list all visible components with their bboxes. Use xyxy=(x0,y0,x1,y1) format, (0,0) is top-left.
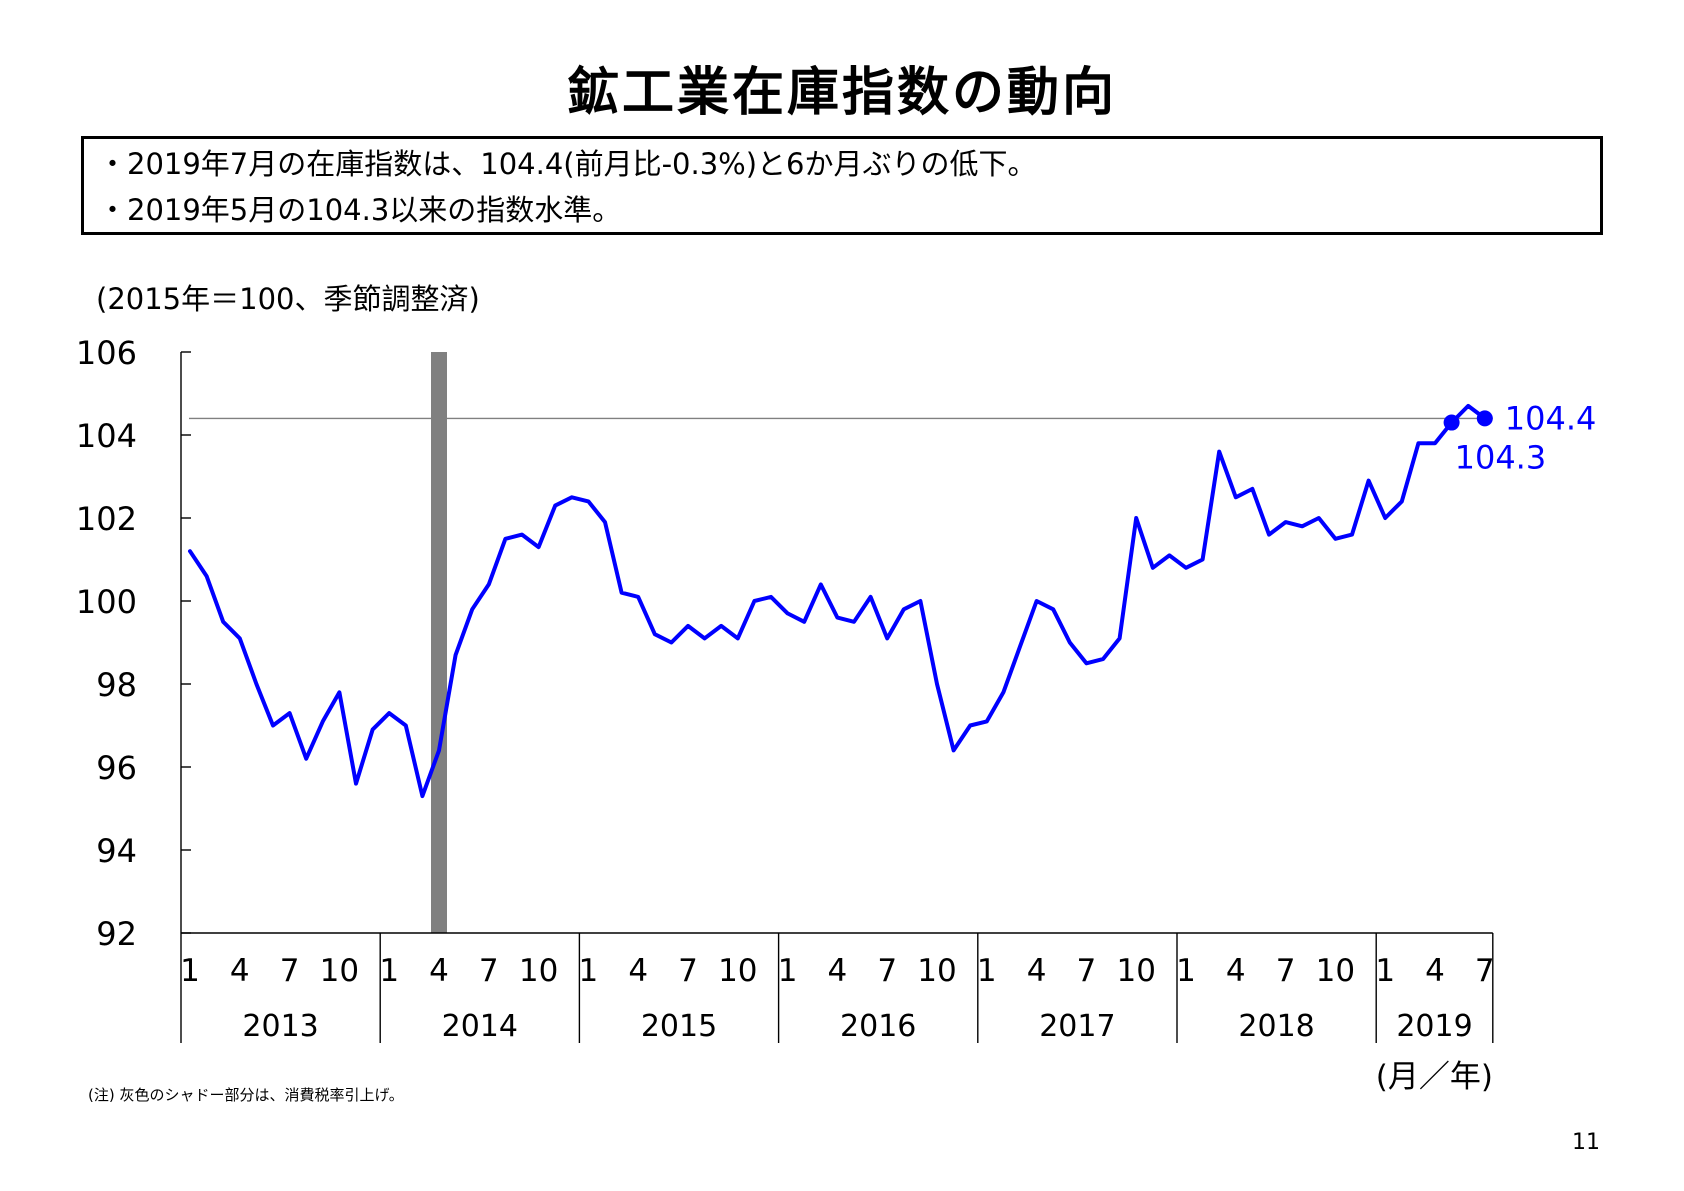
month-label: 7 xyxy=(678,953,698,989)
month-label: 10 xyxy=(718,953,757,989)
annotation-label: 104.3 xyxy=(1455,439,1547,477)
series-line xyxy=(188,403,1487,799)
summary-line-2: ・2019年5月の104.3以来の指数水準。 xyxy=(98,193,622,227)
y-tick-label: 104 xyxy=(76,417,137,455)
year-label: 2013 xyxy=(242,1009,318,1044)
month-label: 1 xyxy=(579,953,599,989)
month-label: 10 xyxy=(917,953,956,989)
year-label: 2019 xyxy=(1396,1009,1472,1044)
month-label: 7 xyxy=(1276,953,1296,989)
month-label: 10 xyxy=(519,953,558,989)
y-tick-label: 102 xyxy=(76,500,137,538)
month-label: 1 xyxy=(778,953,798,989)
footnote: (注) 灰色のシャドー部分は、消費税率引上げ。 xyxy=(88,1086,404,1104)
month-label: 10 xyxy=(320,953,359,989)
year-label: 2015 xyxy=(641,1009,717,1044)
month-label: 7 xyxy=(1475,953,1495,989)
tax-hike-shade xyxy=(431,352,447,933)
annotation-dot xyxy=(1443,414,1460,431)
annotation-dot xyxy=(1476,410,1493,427)
month-label: 4 xyxy=(230,953,250,989)
y-tick-label: 106 xyxy=(76,334,137,372)
month-label: 4 xyxy=(429,953,449,989)
summary-box: ・2019年7月の在庫指数は、104.4(前月比-0.3%)と6か月ぶりの低下。… xyxy=(81,136,1603,235)
x-axis-unit-label: (月／年) xyxy=(1376,1059,1493,1095)
month-label: 10 xyxy=(1116,953,1155,989)
month-label: 10 xyxy=(1316,953,1355,989)
y-tick-label: 92 xyxy=(96,915,137,953)
month-label: 7 xyxy=(1077,953,1097,989)
y-tick-label: 94 xyxy=(96,832,137,870)
month-label: 1 xyxy=(1176,953,1196,989)
month-label: 1 xyxy=(977,953,997,989)
y-tick-label: 100 xyxy=(76,583,137,621)
month-label: 1 xyxy=(1375,953,1395,989)
month-label: 7 xyxy=(877,953,897,989)
y-tick-label: 98 xyxy=(96,666,137,704)
month-label: 4 xyxy=(1226,953,1246,989)
page-title: 鉱工業在庫指数の動向 xyxy=(566,63,1117,123)
year-label: 2017 xyxy=(1039,1009,1115,1044)
year-label: 2016 xyxy=(840,1009,916,1044)
summary-line-1: ・2019年7月の在庫指数は、104.4(前月比-0.3%)と6か月ぶりの低下。 xyxy=(98,147,1037,181)
y-tick-label: 96 xyxy=(96,749,137,787)
month-label: 4 xyxy=(1425,953,1445,989)
annotation-label: 104.4 xyxy=(1505,399,1597,437)
month-label: 7 xyxy=(280,953,300,989)
month-label: 7 xyxy=(479,953,499,989)
month-label: 4 xyxy=(828,953,848,989)
month-label: 1 xyxy=(180,953,200,989)
year-label: 2018 xyxy=(1238,1009,1314,1044)
unit-label: (2015年＝100、季節調整済) xyxy=(96,282,480,316)
month-label: 4 xyxy=(628,953,648,989)
page-number: 11 xyxy=(1572,1130,1600,1155)
month-label: 1 xyxy=(379,953,399,989)
month-label: 4 xyxy=(1027,953,1047,989)
year-label: 2014 xyxy=(442,1009,518,1044)
